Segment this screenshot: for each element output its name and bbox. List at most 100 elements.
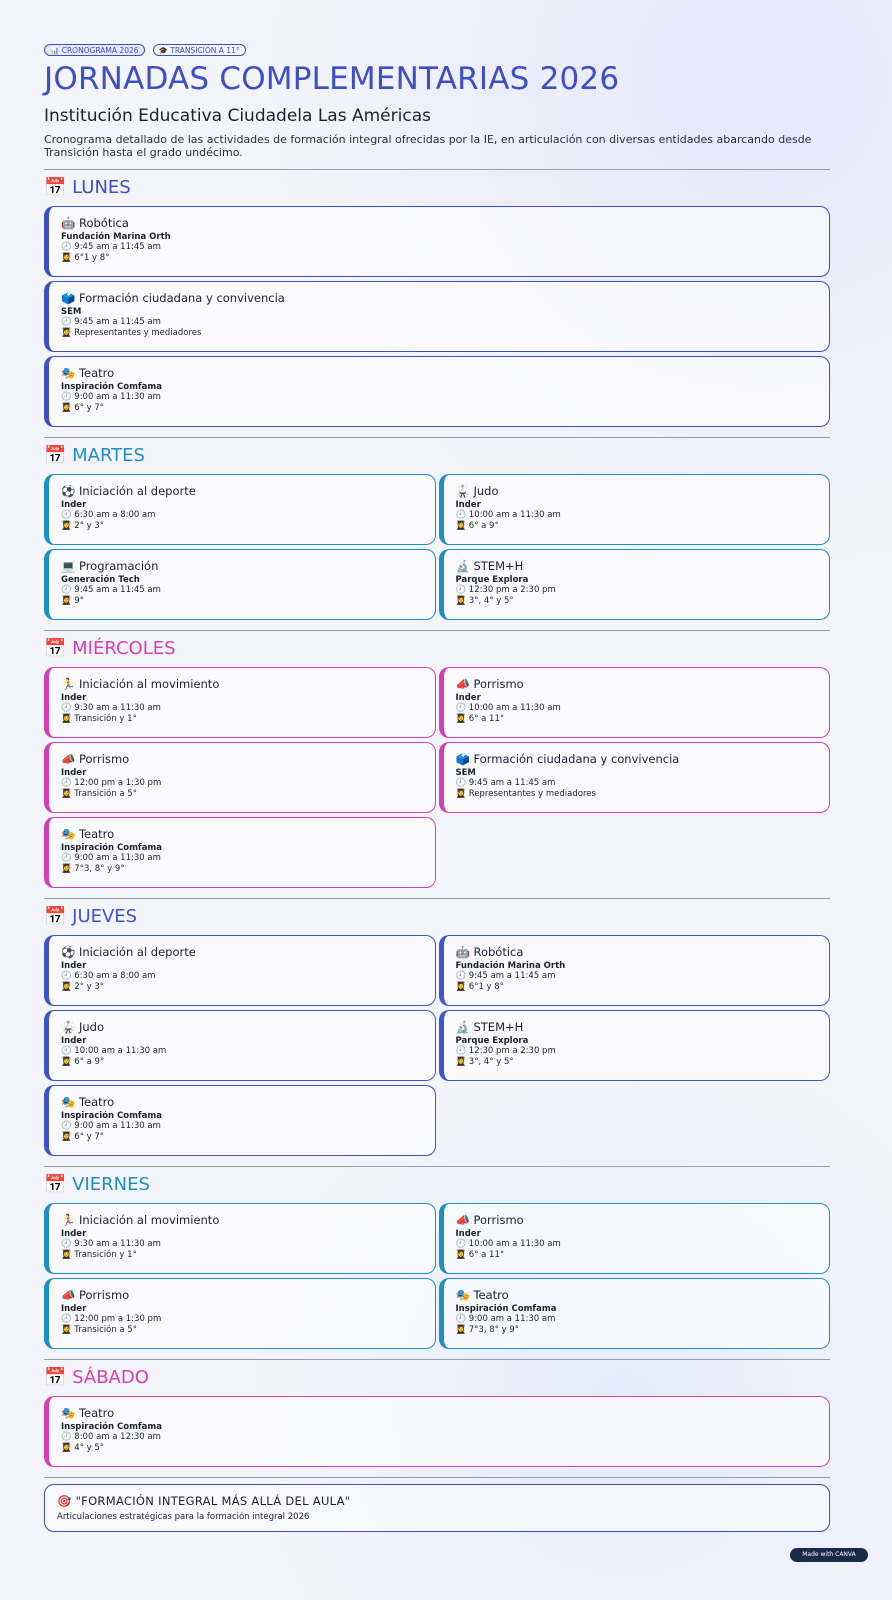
divider	[44, 1477, 830, 1478]
activity-title: 🎭 Teatro	[455, 1288, 509, 1302]
activity-title: ⚽ Iniciación al deporte	[61, 945, 196, 959]
activity-time: 🕘 6:30 am a 8:00 am	[61, 510, 156, 520]
activity-card: 🥋 Judo Inder 🕘 10:00 am a 11:30 am 👩‍🎓 6° a…	[438, 474, 830, 545]
activity-card: 📣 Porrismo Inder 🕘 10:00 am a 11:30 am 👩‍🎓 …	[438, 1203, 830, 1274]
activity-card: 🔬 STEM+H Parque Explora 🕘 12:30 pm a 2:30 …	[438, 1010, 830, 1081]
activity-time: 🕘 10:00 am a 11:30 am	[455, 1239, 561, 1249]
activity-title: ⚽ Iniciación al deporte	[61, 484, 196, 498]
activity-entity: Inder	[61, 500, 87, 510]
activity-time: 🕘 9:30 am a 11:30 am	[61, 703, 161, 713]
activity-entity: Fundación Marina Orth	[455, 961, 566, 971]
activity-time: 🕘 9:00 am a 11:30 am	[61, 853, 161, 863]
activity-grades: 👩‍🎓 3°, 4° y 5°	[455, 1056, 514, 1067]
activity-grid: 🏃 Iniciación al movimiento Inder 🕘 9:30 am…	[44, 1203, 830, 1349]
activity-card: 🤖 Robótica Fundación Marina Orth 🕘 9:45 am…	[44, 206, 830, 277]
activity-grades: 👩‍🎓 Transición a 5°	[61, 1324, 138, 1335]
activity-card: 🥋 Judo Inder 🕘 10:00 am a 11:30 am 👩‍🎓 6° a…	[44, 1010, 436, 1081]
activity-time: 🕘 9:45 am a 11:45 am	[455, 778, 556, 788]
activity-card: 🎭 Teatro Inspiración Comfama 🕘 9:00 am a 1…	[438, 1278, 830, 1349]
activity-entity: Inder	[61, 1304, 87, 1314]
day-heading: 📅 SÁBADO	[44, 1367, 149, 1388]
activity-card: 🎭 Teatro Inspiración Comfama 🕘 8:00 am a 1…	[44, 1396, 830, 1467]
activity-grades: 👩‍🎓 Transición y 1°	[61, 1249, 137, 1260]
activity-card: 🎭 Teatro Inspiración Comfama 🕘 9:00 am a 1…	[44, 817, 436, 888]
footer-subtitle: Articulaciones estratégicas para la form…	[57, 1512, 310, 1522]
activity-grades: 👩‍🎓 4° y 5°	[61, 1442, 105, 1453]
activity-card: 📣 Porrismo Inder 🕘 12:00 pm a 1:30 pm 👩‍🎓 T…	[44, 742, 436, 813]
content: 📊 CRONOGRAMA 2026 🎓 TRANSICIÓN A 11° JOR…	[44, 44, 830, 1532]
activity-time: 🕘 9:45 am a 11:45 am	[61, 317, 161, 327]
activity-title: 🥋 Judo	[455, 484, 499, 498]
activity-card: 📣 Porrismo Inder 🕘 12:00 pm a 1:30 pm 👩‍🎓 T…	[44, 1278, 436, 1349]
activity-grades: 👩‍🎓 2° y 3°	[61, 520, 105, 531]
activity-title: 🎭 Teatro	[61, 827, 115, 841]
activity-grid: 🤖 Robótica Fundación Marina Orth 🕘 9:45 am…	[44, 206, 830, 427]
footer-box: 🎯 "FORMACIÓN INTEGRAL MÁS ALLÁ DEL AULA"…	[44, 1484, 830, 1532]
subtitle: Institución Educativa Ciudadela Las Amér…	[44, 106, 431, 126]
activity-card: 📣 Porrismo Inder 🕘 10:00 am a 11:30 am 👩‍🎓 …	[438, 667, 830, 738]
activity-entity: Inder	[455, 1229, 481, 1239]
activity-grades: 👩‍🎓 Representantes y mediadores	[455, 788, 596, 799]
activity-time: 🕘 12:00 pm a 1:30 pm	[61, 778, 162, 788]
day-heading: 📅 VIERNES	[44, 1174, 150, 1195]
activity-card: 🔬 STEM+H Parque Explora 🕘 12:30 pm a 2:30 …	[438, 549, 830, 620]
day-heading: 📅 LUNES	[44, 177, 131, 198]
activity-time: 🕘 10:00 am a 11:30 am	[455, 510, 561, 520]
activity-grades: 👩‍🎓 7°3, 8° y 9°	[455, 1324, 520, 1335]
title: JORNADAS COMPLEMENTARIAS 2026	[44, 61, 620, 97]
activity-card: 🤖 Robótica Fundación Marina Orth 🕘 9:45 am…	[438, 935, 830, 1006]
activity-grid: 🏃 Iniciación al movimiento Inder 🕘 9:30 am…	[44, 667, 830, 888]
day-heading: 📅 MIÉRCOLES	[44, 638, 176, 659]
badges: 📊 CRONOGRAMA 2026 🎓 TRANSICIÓN A 11°	[44, 44, 830, 56]
divider	[44, 1166, 830, 1167]
activity-time: 🕘 9:45 am a 11:45 am	[455, 971, 556, 981]
activity-grades: 👩‍🎓 6°1 y 8°	[61, 252, 110, 263]
activity-card: 🗳️ Formación ciudadana y convivencia SEM 🕘…	[438, 742, 830, 813]
activity-time: 🕘 6:30 am a 8:00 am	[61, 971, 156, 981]
divider	[44, 898, 830, 899]
activity-card: ⚽ Iniciación al deporte Inder 🕘 6:30 am a …	[44, 935, 436, 1006]
activity-time: 🕘 12:00 pm a 1:30 pm	[61, 1314, 162, 1324]
activity-entity: SEM	[455, 768, 476, 778]
activity-entity: Parque Explora	[455, 575, 529, 585]
activity-title: 🥋 Judo	[61, 1020, 104, 1034]
activity-time: 🕘 12:30 pm a 2:30 pm	[455, 585, 556, 595]
day-section: 📅 SÁBADO 🎭 Teatro Inspiración Comfama 🕘 8:0…	[44, 1360, 830, 1478]
activity-entity: Parque Explora	[455, 1036, 529, 1046]
activity-title: 🤖 Robótica	[455, 945, 524, 959]
activity-time: 🕘 9:45 am a 11:45 am	[61, 242, 161, 252]
activity-grades: 👩‍🎓 6° a 9°	[61, 1056, 105, 1067]
activity-entity: Generación Tech	[61, 575, 140, 585]
activity-time: 🕘 9:00 am a 11:30 am	[61, 1121, 161, 1131]
activity-title: 🔬 STEM+H	[455, 559, 524, 573]
activity-title: 💻 Programación	[61, 559, 159, 573]
activity-grades: 👩‍🎓 7°3, 8° y 9°	[61, 863, 125, 874]
day-heading: 📅 JUEVES	[44, 906, 138, 927]
activity-title: 🎭 Teatro	[61, 1406, 115, 1420]
day-section: 📅 LUNES 🤖 Robótica Fundación Marina Orth 🕘 …	[44, 170, 830, 438]
activity-card: 🎭 Teatro Inspiración Comfama 🕘 9:00 am a 1…	[44, 356, 830, 427]
watermark: Made with CANVA	[790, 1548, 868, 1562]
activity-grades: 👩‍🎓 Transición y 1°	[61, 713, 137, 724]
activity-entity: Inder	[455, 693, 481, 703]
activity-grades: 👩‍🎓 2° y 3°	[61, 981, 105, 992]
activity-grades: 👩‍🎓 6°1 y 8°	[455, 981, 504, 992]
day-section: 📅 VIERNES 🏃 Iniciación al movimiento Inder…	[44, 1167, 830, 1360]
activity-entity: Inspiración Comfama	[61, 382, 162, 392]
activity-entity: Inspiración Comfama	[455, 1304, 557, 1314]
day-section: 📅 MARTES ⚽ Iniciación al deporte Inder 🕘 6:…	[44, 438, 830, 631]
activity-grid: 🎭 Teatro Inspiración Comfama 🕘 8:00 am a 1…	[44, 1396, 830, 1467]
activity-time: 🕘 9:00 am a 11:30 am	[455, 1314, 556, 1324]
divider	[44, 169, 830, 170]
activity-title: 🏃 Iniciación al movimiento	[61, 677, 220, 691]
activity-grades: 👩‍🎓 Representantes y mediadores	[61, 327, 202, 338]
activity-grid: ⚽ Iniciación al deporte Inder 🕘 6:30 am a …	[44, 474, 830, 620]
activity-entity: Inspiración Comfama	[61, 843, 162, 853]
activity-entity: Inder	[61, 693, 87, 703]
activity-entity: Inspiración Comfama	[61, 1111, 162, 1121]
activity-time: 🕘 8:00 am a 12:30 am	[61, 1432, 161, 1442]
description: Cronograma detallado de las actividades …	[44, 133, 812, 159]
activity-grades: 👩‍🎓 9°	[61, 595, 84, 606]
day-section: 📅 JUEVES ⚽ Iniciación al deporte Inder 🕘 6:…	[44, 899, 830, 1167]
